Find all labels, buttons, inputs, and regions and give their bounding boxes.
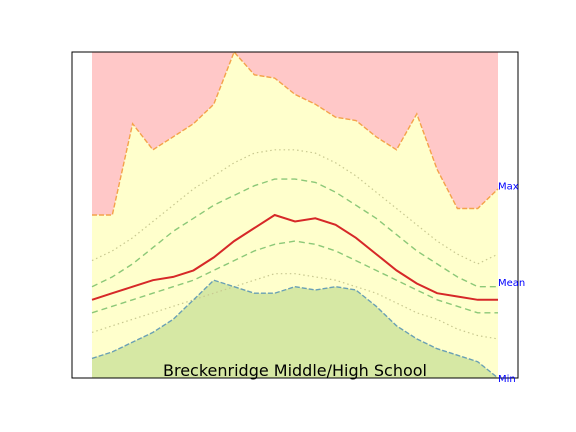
outer-upper-line	[91, 149, 499, 265]
max-min-band	[92, 52, 498, 378]
above-max-area	[92, 52, 498, 215]
outer-lower-line	[91, 273, 499, 340]
series-lines	[91, 50, 499, 379]
min-label: Min	[498, 374, 516, 385]
inner-upper-line	[91, 178, 498, 288]
plot-frame	[71, 51, 519, 379]
below-min-area	[92, 280, 498, 378]
mean-label: Mean	[498, 278, 525, 289]
inner-lower-line	[91, 240, 498, 314]
area-layers	[92, 52, 498, 378]
min-line	[91, 279, 499, 379]
mean-line	[91, 213, 498, 301]
max-label: Max	[498, 182, 519, 193]
chart-title: Breckenridge Middle/High School	[163, 361, 427, 380]
max-line	[92, 50, 499, 216]
